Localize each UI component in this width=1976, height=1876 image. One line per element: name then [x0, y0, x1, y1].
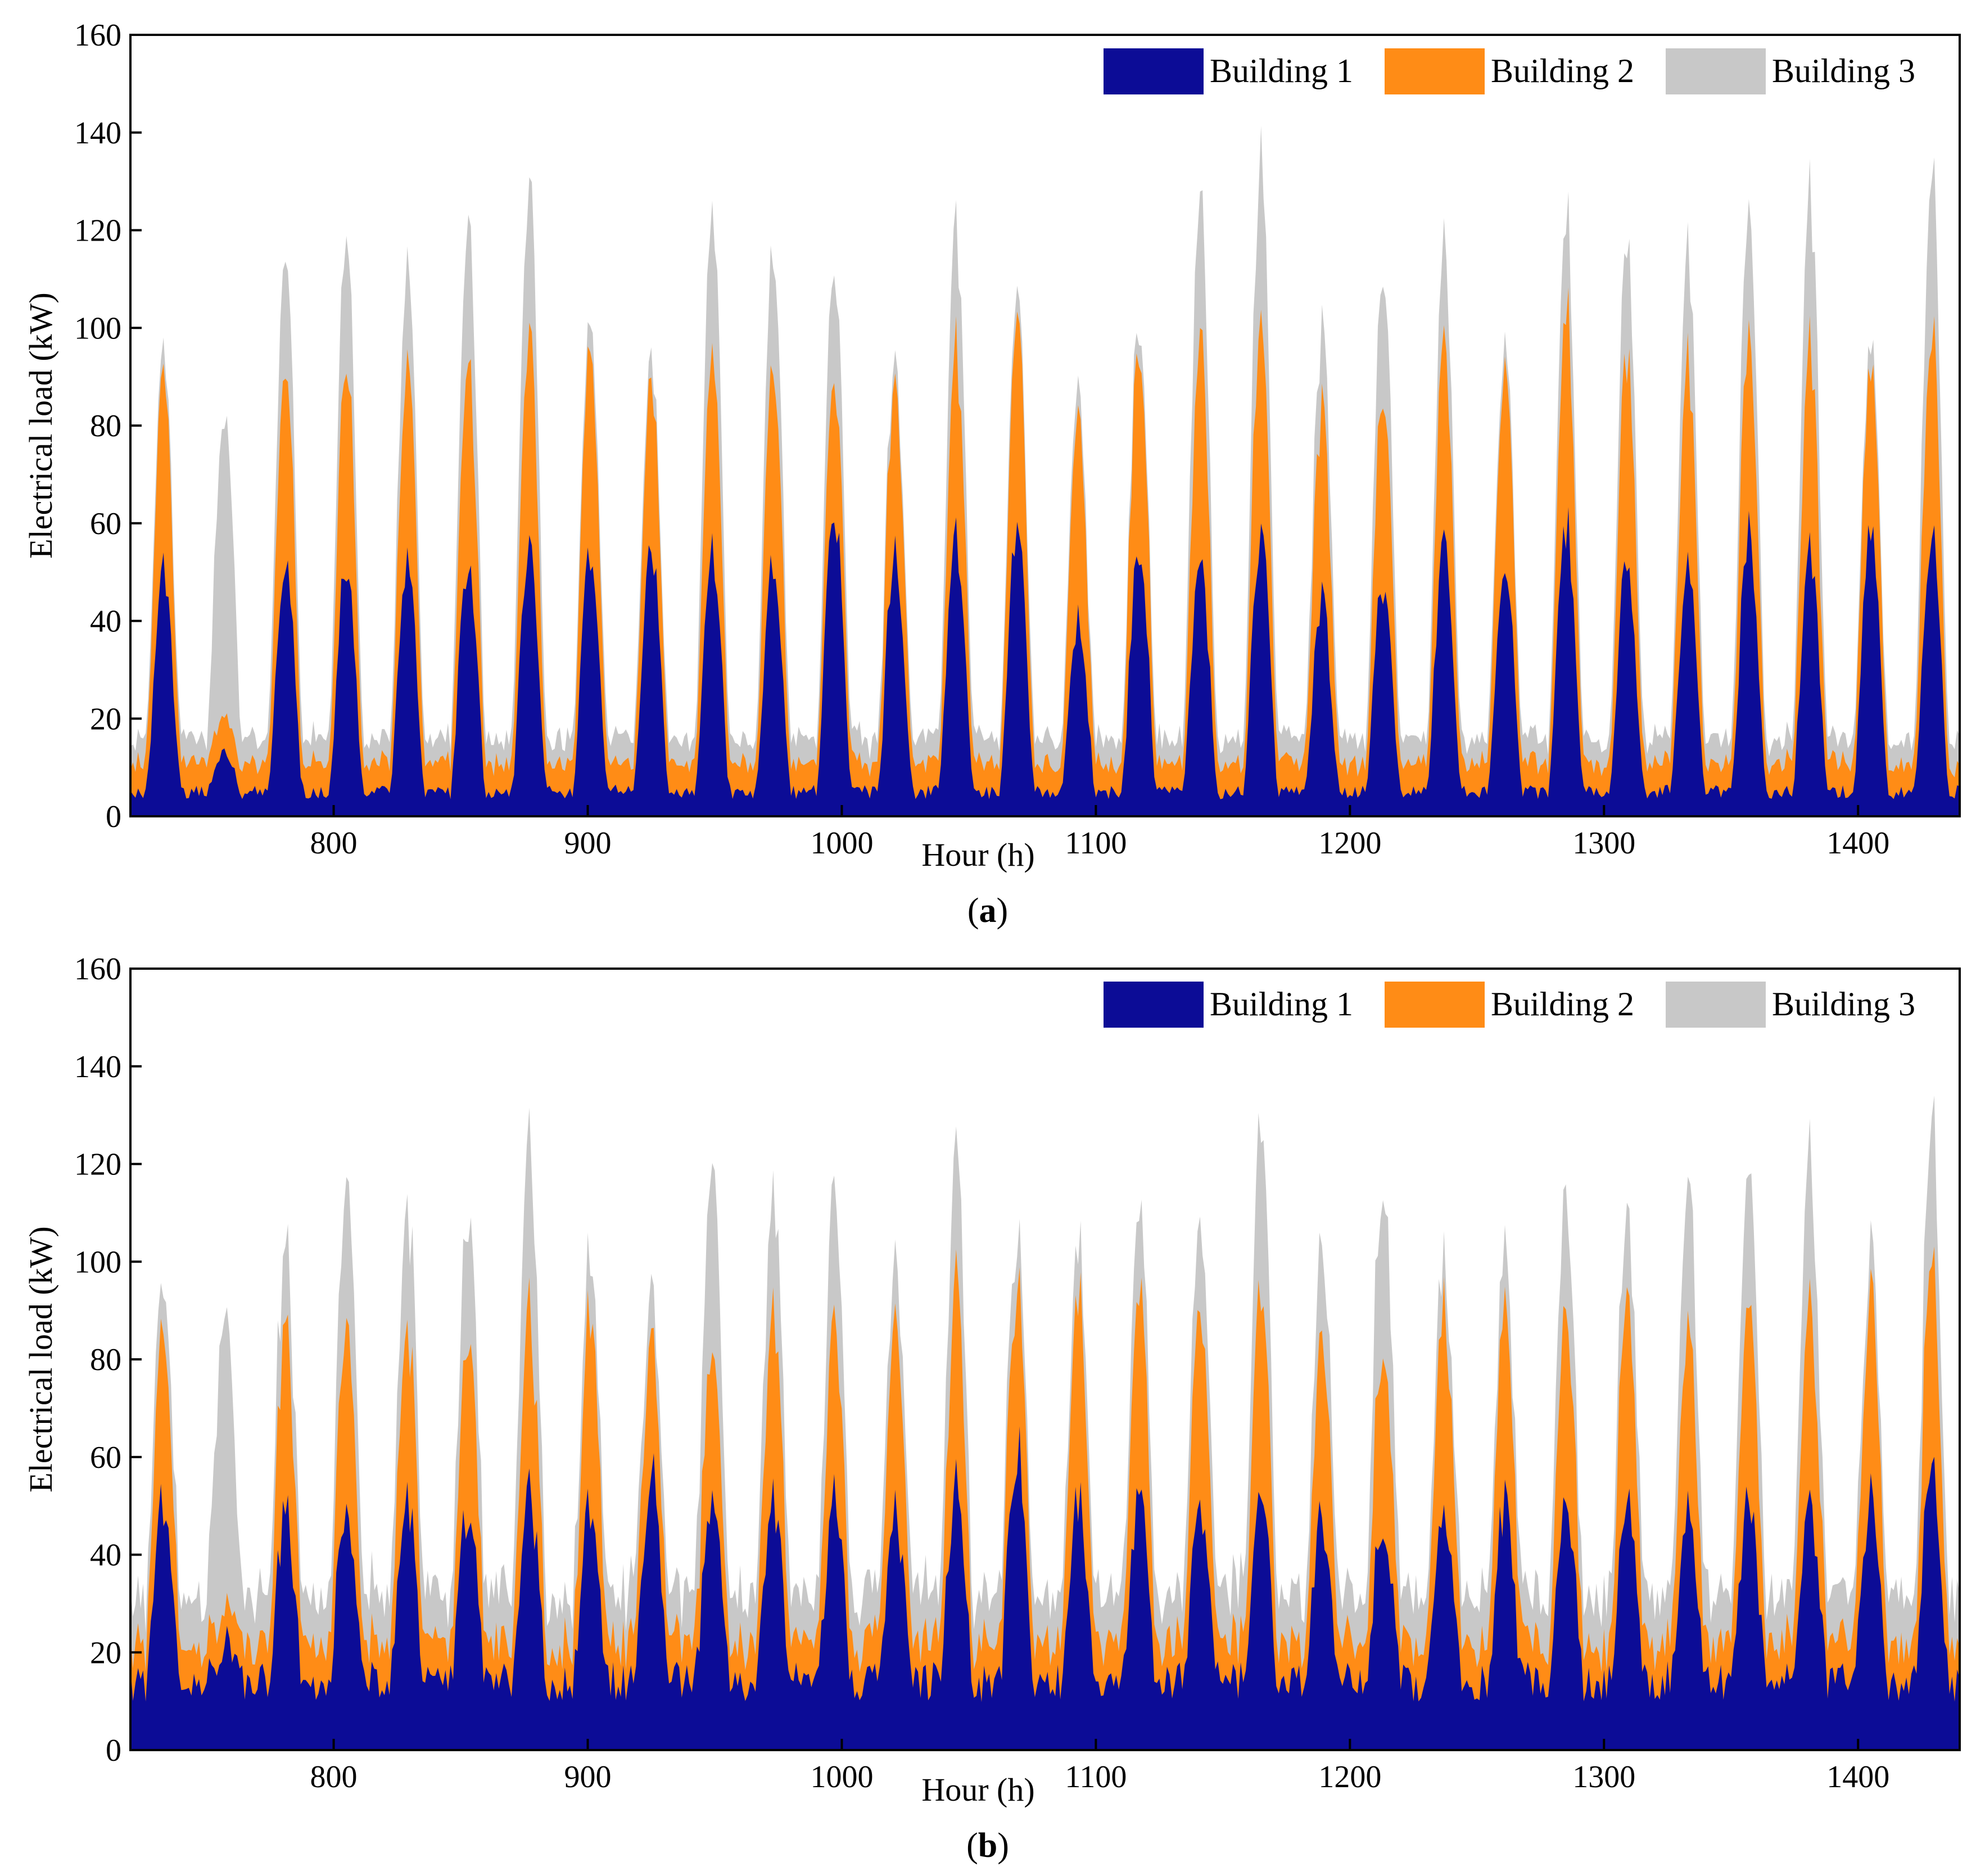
y-tick-label: 60 — [90, 507, 121, 541]
x-tick-label: 1000 — [810, 1760, 873, 1794]
legend-label-building-1: Building 1 — [1210, 52, 1353, 89]
legend-label-building-1: Building 1 — [1210, 986, 1353, 1023]
y-tick-label: 40 — [90, 604, 121, 639]
x-axis-title: Hour (h) — [921, 837, 1034, 873]
plot-background — [130, 35, 1960, 816]
y-tick-label: 20 — [90, 702, 121, 736]
y-tick-label: 120 — [74, 214, 121, 248]
y-tick-label: 80 — [90, 1342, 121, 1377]
y-tick-label: 20 — [90, 1635, 121, 1670]
area-series-building-1 — [130, 507, 1960, 816]
x-tick-label: 1100 — [1065, 826, 1127, 861]
y-tick-label: 140 — [74, 116, 121, 151]
legend-swatch-building-3 — [1666, 982, 1766, 1028]
panel-caption-b: (b) — [966, 1827, 1009, 1865]
x-tick-label: 1000 — [810, 826, 873, 861]
y-tick-label: 160 — [74, 18, 121, 53]
legend-label-building-3: Building 3 — [1772, 52, 1915, 89]
legend: Building 1 Building 2 Building 3 — [1104, 982, 1915, 1028]
y-tick-label: 80 — [90, 409, 121, 444]
x-tick-label: 800 — [310, 1760, 358, 1794]
legend-swatch-building-3 — [1666, 48, 1766, 94]
legend-label-building-2: Building 2 — [1491, 986, 1634, 1023]
x-axis-title: Hour (h) — [921, 1771, 1034, 1808]
x-tick-label: 900 — [564, 826, 612, 861]
axis-ticks: 0 20 40 60 80 100 120 140 160 800 900 1000 1100 1200 1… — [74, 18, 1889, 861]
legend-label-building-3: Building 3 — [1772, 986, 1915, 1023]
y-axis-title: Electrical load (kW) — [22, 292, 59, 558]
x-tick-label: 1300 — [1572, 1760, 1635, 1794]
x-tick-label: 1400 — [1826, 826, 1889, 861]
y-axis-title: Electrical load (kW) — [22, 1226, 59, 1492]
area-series-building-1 — [130, 1426, 1960, 1750]
legend-label-building-2: Building 2 — [1491, 52, 1634, 89]
stacked-area-layer — [130, 1095, 1960, 1750]
chart-panel-a: 0 20 40 60 80 100 120 140 160 800 900 1000 1100 1200 1… — [22, 18, 1961, 930]
y-tick-label: 60 — [90, 1440, 121, 1475]
legend-swatch-building-2 — [1385, 48, 1485, 94]
y-tick-label: 100 — [74, 1245, 121, 1280]
x-tick-label: 1300 — [1572, 826, 1635, 861]
x-tick-label: 1400 — [1826, 1760, 1889, 1794]
panel-caption-a: (a) — [967, 892, 1008, 930]
y-tick-label: 0 — [106, 799, 121, 834]
x-tick-label: 1200 — [1318, 1760, 1381, 1794]
axis-ticks: 0 20 40 60 80 100 120 140 160 800 900 1000 1100 1200 1… — [74, 952, 1889, 1794]
legend-swatch-building-1 — [1104, 982, 1204, 1028]
chart-panel-b: 0 20 40 60 80 100 120 140 160 800 900 1000 1100 1200 1… — [22, 952, 1961, 1865]
y-tick-label: 120 — [74, 1147, 121, 1182]
x-tick-label: 1200 — [1318, 826, 1381, 861]
legend-swatch-building-1 — [1104, 48, 1204, 94]
y-tick-label: 40 — [90, 1538, 121, 1573]
y-tick-label: 160 — [74, 952, 121, 987]
y-tick-label: 0 — [106, 1733, 121, 1768]
x-tick-label: 900 — [564, 1760, 612, 1794]
y-tick-label: 140 — [74, 1050, 121, 1084]
stacked-area-layer — [130, 125, 1960, 816]
legend-swatch-building-2 — [1385, 982, 1485, 1028]
y-tick-label: 100 — [74, 311, 121, 346]
x-tick-label: 1100 — [1065, 1760, 1127, 1794]
x-tick-label: 800 — [310, 826, 358, 861]
legend: Building 1 Building 2 Building 3 — [1104, 48, 1915, 94]
